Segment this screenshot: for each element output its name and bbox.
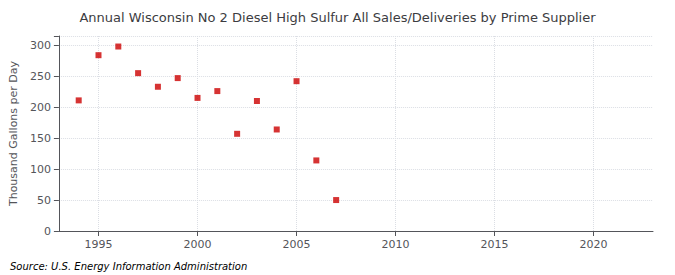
svg-text:Source: U.S. Energy Informatio: Source: U.S. Energy Information Administ… bbox=[10, 261, 247, 272]
svg-text:Thousand Gallons per Day: Thousand Gallons per Day bbox=[7, 60, 20, 207]
svg-text:2015: 2015 bbox=[481, 238, 509, 251]
svg-text:200: 200 bbox=[30, 101, 51, 114]
svg-text:2020: 2020 bbox=[580, 238, 608, 251]
svg-text:0: 0 bbox=[44, 225, 51, 238]
svg-text:2005: 2005 bbox=[283, 238, 311, 251]
svg-text:50: 50 bbox=[37, 194, 51, 207]
svg-text:Annual Wisconsin No 2 Diesel H: Annual Wisconsin No 2 Diesel High Sulfur… bbox=[79, 10, 596, 25]
svg-text:1995: 1995 bbox=[85, 238, 113, 251]
svg-text:2000: 2000 bbox=[184, 238, 212, 251]
svg-text:300: 300 bbox=[30, 39, 51, 52]
svg-text:250: 250 bbox=[30, 70, 51, 83]
svg-text:100: 100 bbox=[30, 163, 51, 176]
svg-text:150: 150 bbox=[30, 132, 51, 145]
svg-text:2010: 2010 bbox=[382, 238, 410, 251]
